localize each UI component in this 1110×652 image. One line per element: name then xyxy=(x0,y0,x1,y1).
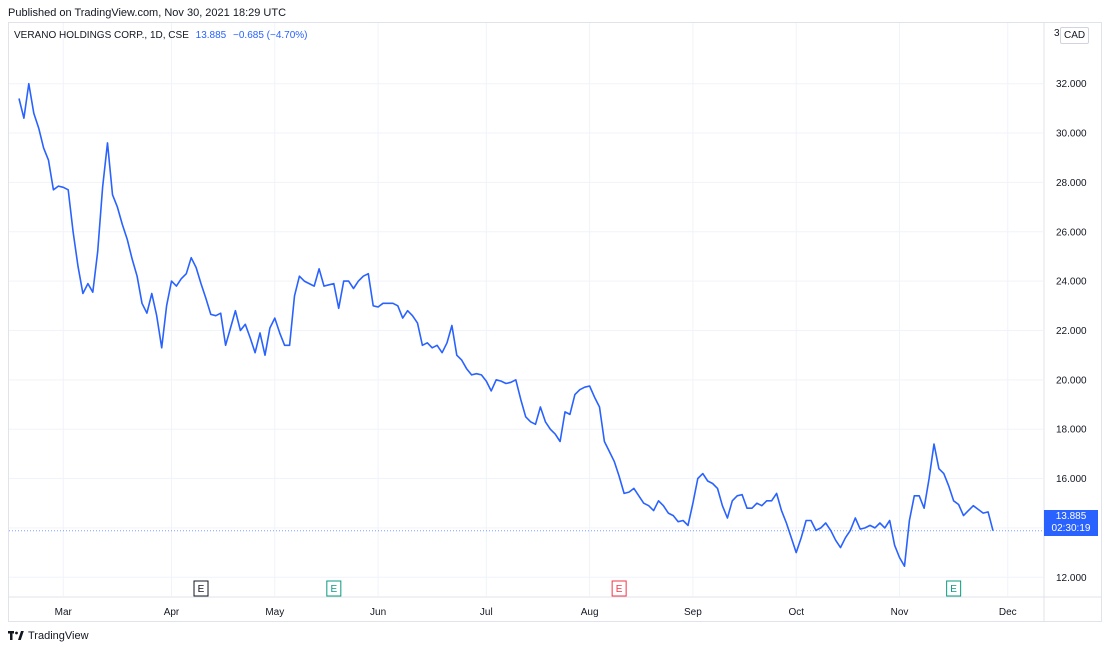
price-tick-label: 28.000 xyxy=(1056,178,1087,189)
earnings-marker[interactable]: E xyxy=(326,580,342,597)
grid xyxy=(9,23,1043,596)
last-price-tag: 13.885 02:30:19 xyxy=(1044,510,1098,536)
price-tick-label: 24.000 xyxy=(1056,277,1087,288)
time-axis[interactable]: Mar Apr May Jun Jul Aug Sep Oct Nov Dec xyxy=(55,607,1017,618)
earnings-marker[interactable]: E xyxy=(193,580,209,597)
time-tick-label: Nov xyxy=(891,607,909,618)
price-tick-label: 16.000 xyxy=(1056,474,1087,485)
earnings-marker[interactable]: E xyxy=(946,580,962,597)
legend-last-price: 13.885 xyxy=(195,30,227,41)
time-tick-label: Apr xyxy=(164,607,180,618)
price-tick-label: 22.000 xyxy=(1056,326,1087,337)
time-tick-label: Dec xyxy=(999,607,1017,618)
price-axis[interactable]: 12.00014.00016.00018.00020.00022.00024.0… xyxy=(1056,79,1087,584)
time-tick-label: Jun xyxy=(370,607,386,618)
legend-change: −0.685 (−4.70%) xyxy=(233,30,308,41)
time-tick-label: Jul xyxy=(480,607,493,618)
bar-countdown: 02:30:19 xyxy=(1051,523,1091,534)
time-tick-label: Sep xyxy=(684,607,702,618)
price-tick-label: 20.000 xyxy=(1056,375,1087,386)
earnings-marker-label: E xyxy=(616,584,623,595)
chart-frame xyxy=(8,22,1102,622)
footer-branding[interactable]: TradingView xyxy=(8,630,89,642)
price-series-line xyxy=(18,82,994,567)
footer-brand-text: TradingView xyxy=(28,630,89,642)
earnings-marker[interactable]: E xyxy=(611,580,627,597)
tradingview-logo-icon xyxy=(8,631,24,640)
legend-symbol: VERANO HOLDINGS CORP., 1D, CSE xyxy=(14,30,189,41)
time-tick-label: Aug xyxy=(581,607,599,618)
earnings-marker-label: E xyxy=(198,584,205,595)
last-price-value: 13.885 xyxy=(1055,511,1087,522)
time-tick-label: Oct xyxy=(788,607,804,618)
price-tick-label: 30.000 xyxy=(1056,129,1087,140)
price-axis-top-partial: 3 xyxy=(1054,28,1060,39)
time-tick-label: May xyxy=(265,607,284,618)
earnings-marker-label: E xyxy=(330,584,337,595)
price-tick-label: 12.000 xyxy=(1056,573,1087,584)
symbol-legend: VERANO HOLDINGS CORP., 1D, CSE 13.885 −0… xyxy=(14,30,308,41)
price-tick-label: 32.000 xyxy=(1056,79,1087,90)
price-tick-label: 18.000 xyxy=(1056,425,1087,436)
published-caption: Published on TradingView.com, Nov 30, 20… xyxy=(8,7,287,19)
currency-label[interactable]: CAD xyxy=(1060,27,1090,44)
price-tick-label: 26.000 xyxy=(1056,227,1087,238)
time-tick-label: Mar xyxy=(55,607,73,618)
earnings-marker-label: E xyxy=(950,584,957,595)
